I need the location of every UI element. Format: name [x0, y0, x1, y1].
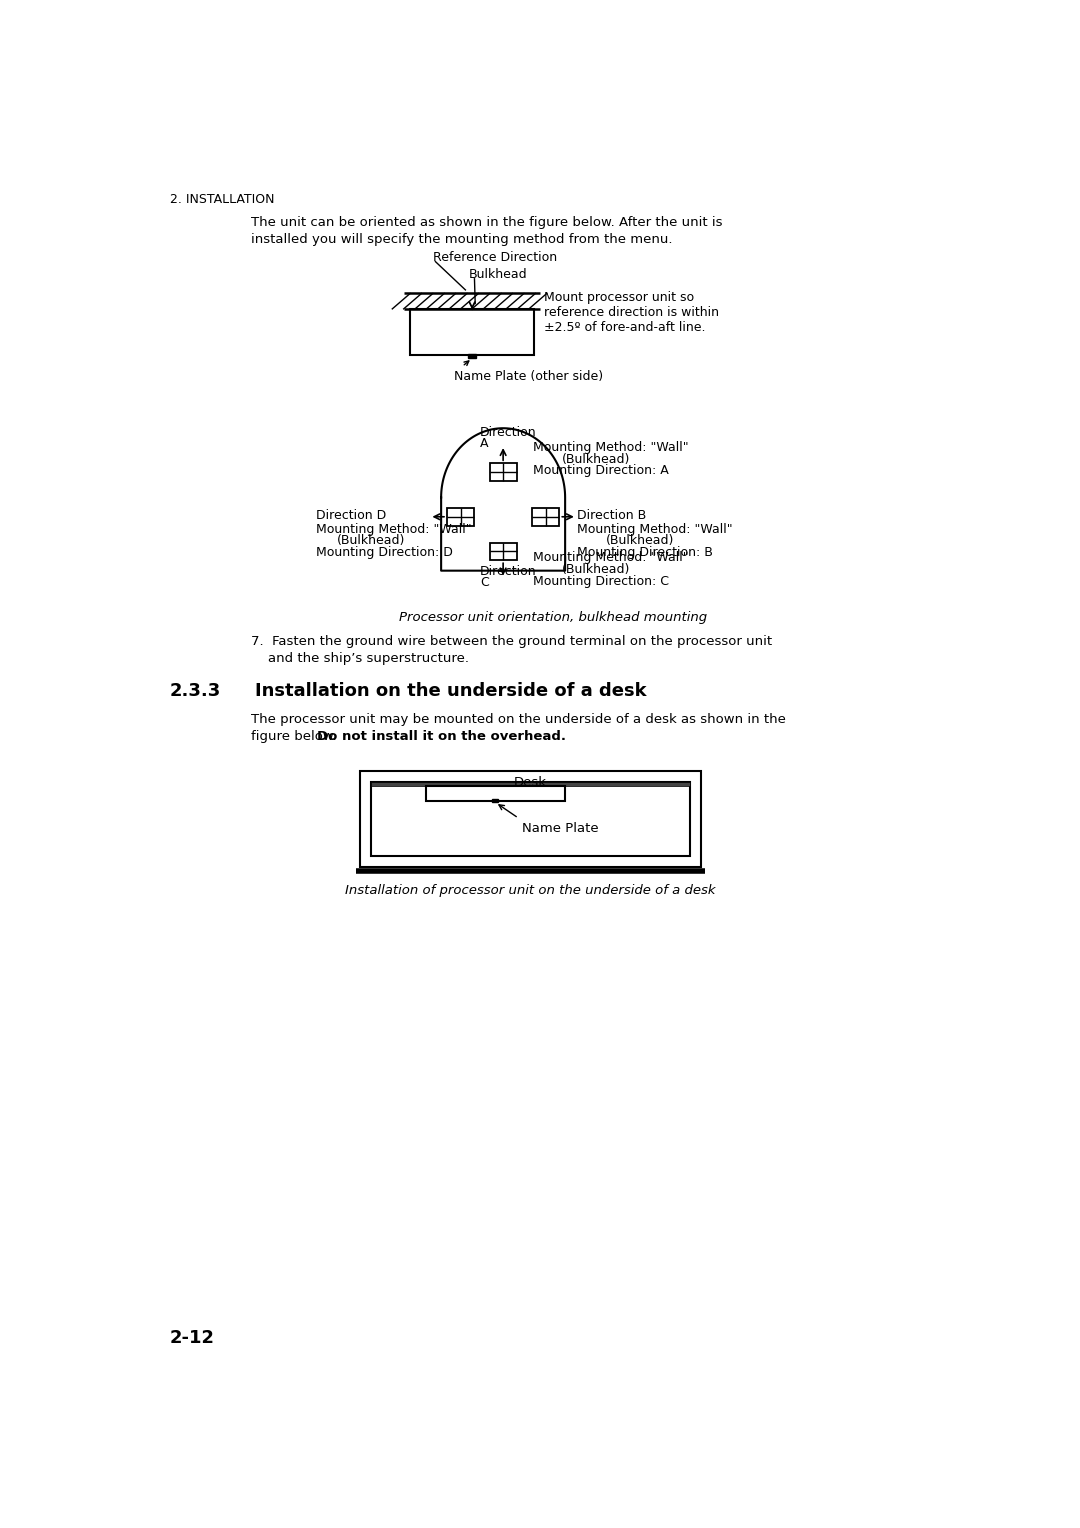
Bar [469, 354, 476, 358]
Text: (Bulkhead): (Bulkhead) [562, 562, 631, 576]
Bar [426, 785, 565, 801]
Bar [489, 463, 516, 481]
Text: Bulkhead: Bulkhead [469, 267, 527, 281]
Text: (Bulkhead): (Bulkhead) [562, 452, 631, 466]
Text: Do not install it on the overhead.: Do not install it on the overhead. [318, 730, 566, 743]
Bar [370, 782, 690, 785]
Text: 2-12: 2-12 [170, 1329, 215, 1348]
Text: Mounting Direction: C: Mounting Direction: C [532, 575, 669, 588]
Text: The unit can be oriented as shown in the figure below. After the unit is: The unit can be oriented as shown in the… [252, 217, 723, 229]
Text: A: A [480, 437, 488, 449]
Text: Installation on the underside of a desk: Installation on the underside of a desk [255, 683, 647, 700]
Bar [492, 799, 499, 802]
Text: Direction D: Direction D [315, 509, 386, 523]
Text: Mounting Direction: B: Mounting Direction: B [577, 545, 713, 559]
Text: Name Plate: Name Plate [523, 822, 599, 836]
Text: and the ship’s superstructure.: and the ship’s superstructure. [252, 651, 469, 665]
Text: Direction B: Direction B [577, 509, 646, 523]
Text: Mounting Method: "Wall": Mounting Method: "Wall" [577, 523, 732, 536]
Bar [489, 542, 516, 561]
Text: Name Plate (other side): Name Plate (other side) [455, 370, 604, 384]
Text: (Bulkhead): (Bulkhead) [337, 535, 406, 547]
Text: C: C [480, 576, 488, 590]
Text: installed you will specify the mounting method from the menu.: installed you will specify the mounting … [252, 234, 673, 246]
Text: 2. INSTALLATION: 2. INSTALLATION [170, 194, 274, 206]
Text: Installation of processor unit on the underside of a desk: Installation of processor unit on the un… [345, 885, 715, 897]
Text: Processor unit orientation, bulkhead mounting: Processor unit orientation, bulkhead mou… [400, 611, 707, 625]
Bar [410, 309, 535, 354]
Text: Mounting Direction: A: Mounting Direction: A [532, 465, 669, 477]
Text: Direction: Direction [480, 426, 537, 439]
Text: figure below.: figure below. [252, 730, 341, 743]
Text: Mounting Direction: D: Mounting Direction: D [315, 545, 453, 559]
Text: Mounting Method: "Wall": Mounting Method: "Wall" [315, 523, 471, 536]
Text: Desk: Desk [514, 776, 546, 790]
Text: Direction: Direction [480, 565, 537, 578]
Bar [370, 782, 690, 856]
Text: Reference Direction: Reference Direction [433, 251, 557, 264]
Text: Mounting Method: "Wall": Mounting Method: "Wall" [532, 552, 688, 564]
Text: The processor unit may be mounted on the underside of a desk as shown in the: The processor unit may be mounted on the… [252, 714, 786, 726]
Bar [447, 507, 474, 526]
Bar [532, 507, 559, 526]
Text: 7.  Fasten the ground wire between the ground terminal on the processor unit: 7. Fasten the ground wire between the gr… [252, 634, 772, 648]
Bar [360, 770, 701, 866]
Text: Mount processor unit so
reference direction is within
±2.5º of fore-and-aft line: Mount processor unit so reference direct… [544, 292, 719, 335]
Text: Mounting Method: "Wall": Mounting Method: "Wall" [532, 442, 688, 454]
Text: (Bulkhead): (Bulkhead) [606, 535, 675, 547]
Text: 2.3.3: 2.3.3 [170, 683, 221, 700]
